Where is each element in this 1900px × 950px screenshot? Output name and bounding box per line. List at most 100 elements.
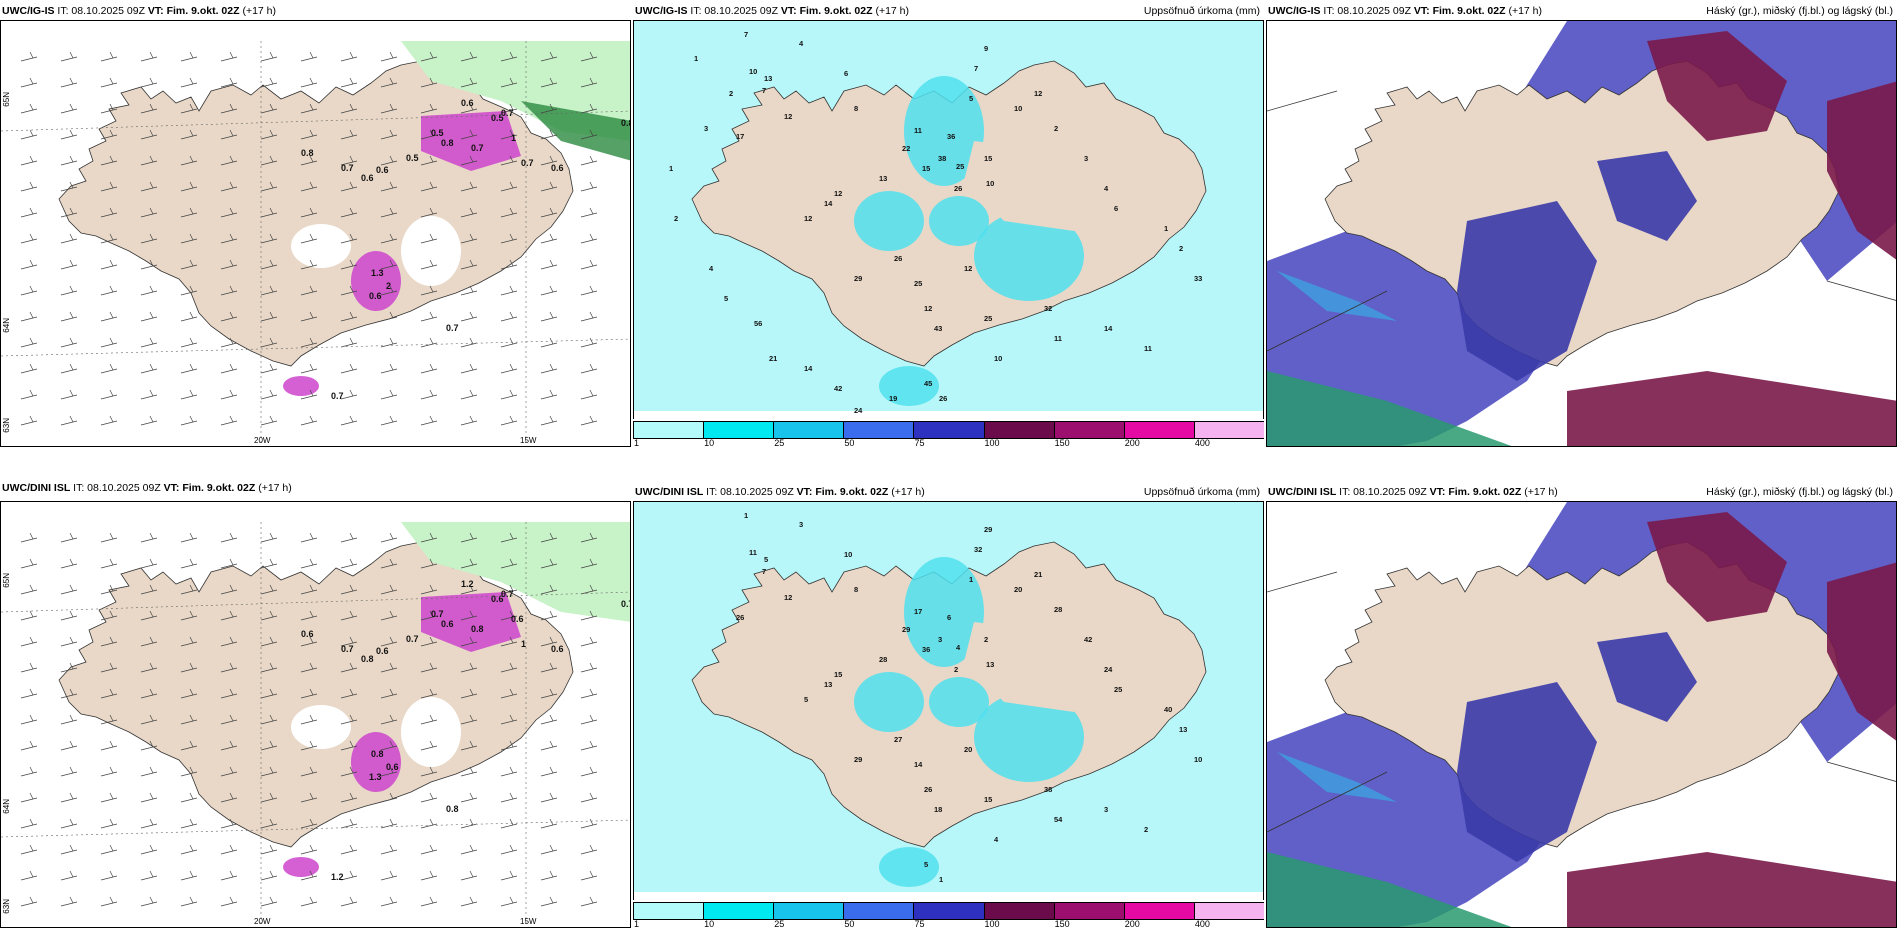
- precip-value-label: 6: [844, 69, 848, 78]
- precip-value-label: 25: [984, 314, 992, 323]
- precip-value-label: 29: [854, 274, 862, 283]
- wind-barb: [420, 311, 438, 322]
- panel-header: UWC/DINI ISL IT: 08.10.2025 09Z VT: Fim.…: [1268, 486, 1558, 498]
- wind-barb: [340, 285, 358, 296]
- wind-barb: [580, 610, 598, 621]
- wind-barb: [180, 77, 198, 88]
- wind-barb: [340, 662, 358, 673]
- wind-barb: [340, 636, 358, 647]
- wind-barb: [60, 155, 78, 166]
- precip-value-label: 28: [1054, 605, 1062, 614]
- wind-barb: [420, 233, 438, 244]
- precip-value-label: 25: [956, 162, 964, 171]
- wind-barb: [420, 103, 438, 114]
- wind-barb: [420, 688, 438, 699]
- precip-value-label: 8: [854, 585, 858, 594]
- precip-value-label: 28: [879, 655, 887, 664]
- mid-cloud-area: [1457, 682, 1597, 862]
- wind-barb: [460, 259, 478, 270]
- precip-value-label: 2: [729, 89, 733, 98]
- graticule-line: [1267, 290, 1388, 352]
- snow-amount-label: 1.2: [461, 579, 474, 589]
- wind-barb: [300, 181, 318, 192]
- wind-barb: [180, 155, 198, 166]
- precip-area-green: [401, 522, 630, 622]
- snow-amount-label: 0.6: [376, 165, 389, 175]
- wind-barb: [100, 415, 118, 426]
- precip-value-label: 20: [1014, 585, 1022, 594]
- wind-barb: [180, 337, 198, 348]
- wind-barb: [540, 77, 558, 88]
- wind-barb: [20, 896, 38, 907]
- snow-amount-label: 0.7: [446, 323, 459, 333]
- wind-barb: [260, 870, 278, 881]
- wind-barb: [420, 766, 438, 777]
- wind-barb: [340, 181, 358, 192]
- wind-barb: [20, 311, 38, 322]
- precip-value-label: 4: [799, 39, 804, 48]
- wind-barb: [260, 584, 278, 595]
- precip-area-dark-green: [521, 101, 630, 161]
- wind-barb: [300, 714, 318, 725]
- precip-value-label: 45: [924, 379, 932, 388]
- wind-barb: [260, 844, 278, 855]
- wind-barb: [140, 870, 158, 881]
- wind-barb: [60, 688, 78, 699]
- wind-barb: [60, 532, 78, 543]
- wind-barb: [100, 610, 118, 621]
- wind-barb: [300, 792, 318, 803]
- wind-barb: [300, 51, 318, 62]
- colorbar-swatch: [913, 902, 985, 920]
- precip-value-label: 3: [1084, 154, 1088, 163]
- wind-barb: [60, 51, 78, 62]
- wind-barb: [140, 584, 158, 595]
- wind-barb: [220, 844, 238, 855]
- snow-amount-label: 0.8: [446, 804, 459, 814]
- wind-barb: [460, 103, 478, 114]
- lat-label-65n: 65N: [2, 92, 11, 107]
- precip-blob-heavy: [904, 76, 984, 186]
- wind-barb: [460, 389, 478, 400]
- wind-barb: [460, 233, 478, 244]
- wind-barb: [20, 662, 38, 673]
- wind-barb: [100, 389, 118, 400]
- wind-barb: [60, 389, 78, 400]
- wind-barb: [20, 415, 38, 426]
- wind-barb: [220, 103, 238, 114]
- wind-barb: [580, 155, 598, 166]
- wind-barb: [20, 532, 38, 543]
- precip-value-label: 15: [834, 670, 842, 679]
- wind-barb: [340, 363, 358, 374]
- wind-barb: [540, 896, 558, 907]
- precip-value-label: 25: [914, 279, 922, 288]
- wind-barb: [420, 77, 438, 88]
- wind-barb: [500, 792, 518, 803]
- precip-value-label: 5: [924, 860, 928, 869]
- high-cloud-area: [1827, 81, 1896, 260]
- model-name: UWC/IG-IS: [2, 5, 55, 17]
- init-time: IT: 08.10.2025 09Z: [73, 482, 161, 494]
- wind-barb: [220, 77, 238, 88]
- cloud-map: [1266, 501, 1897, 928]
- precip-value-label: 33: [1194, 274, 1202, 283]
- wind-barb: [380, 792, 398, 803]
- high-cloud-area: [1647, 31, 1787, 141]
- snow-amount-label: 0.6: [461, 98, 474, 108]
- wind-barb: [100, 818, 118, 829]
- precip-value-label: 1: [969, 575, 973, 584]
- wind-barb: [20, 103, 38, 114]
- wind-barb: [220, 415, 238, 426]
- precip-value-label: 12: [1034, 89, 1042, 98]
- wind-barb: [580, 740, 598, 751]
- wind-barb: [460, 77, 478, 88]
- precip-value-label: 24: [854, 406, 863, 415]
- wind-barb: [20, 792, 38, 803]
- wind-barb: [220, 363, 238, 374]
- wind-barb: [500, 688, 518, 699]
- model-name: UWC/IG-IS: [1268, 5, 1321, 17]
- wind-barb: [500, 714, 518, 725]
- snow-amount-label: 0.6: [551, 163, 564, 173]
- wind-barb: [140, 363, 158, 374]
- wind-barb: [420, 129, 438, 140]
- wind-barb: [60, 766, 78, 777]
